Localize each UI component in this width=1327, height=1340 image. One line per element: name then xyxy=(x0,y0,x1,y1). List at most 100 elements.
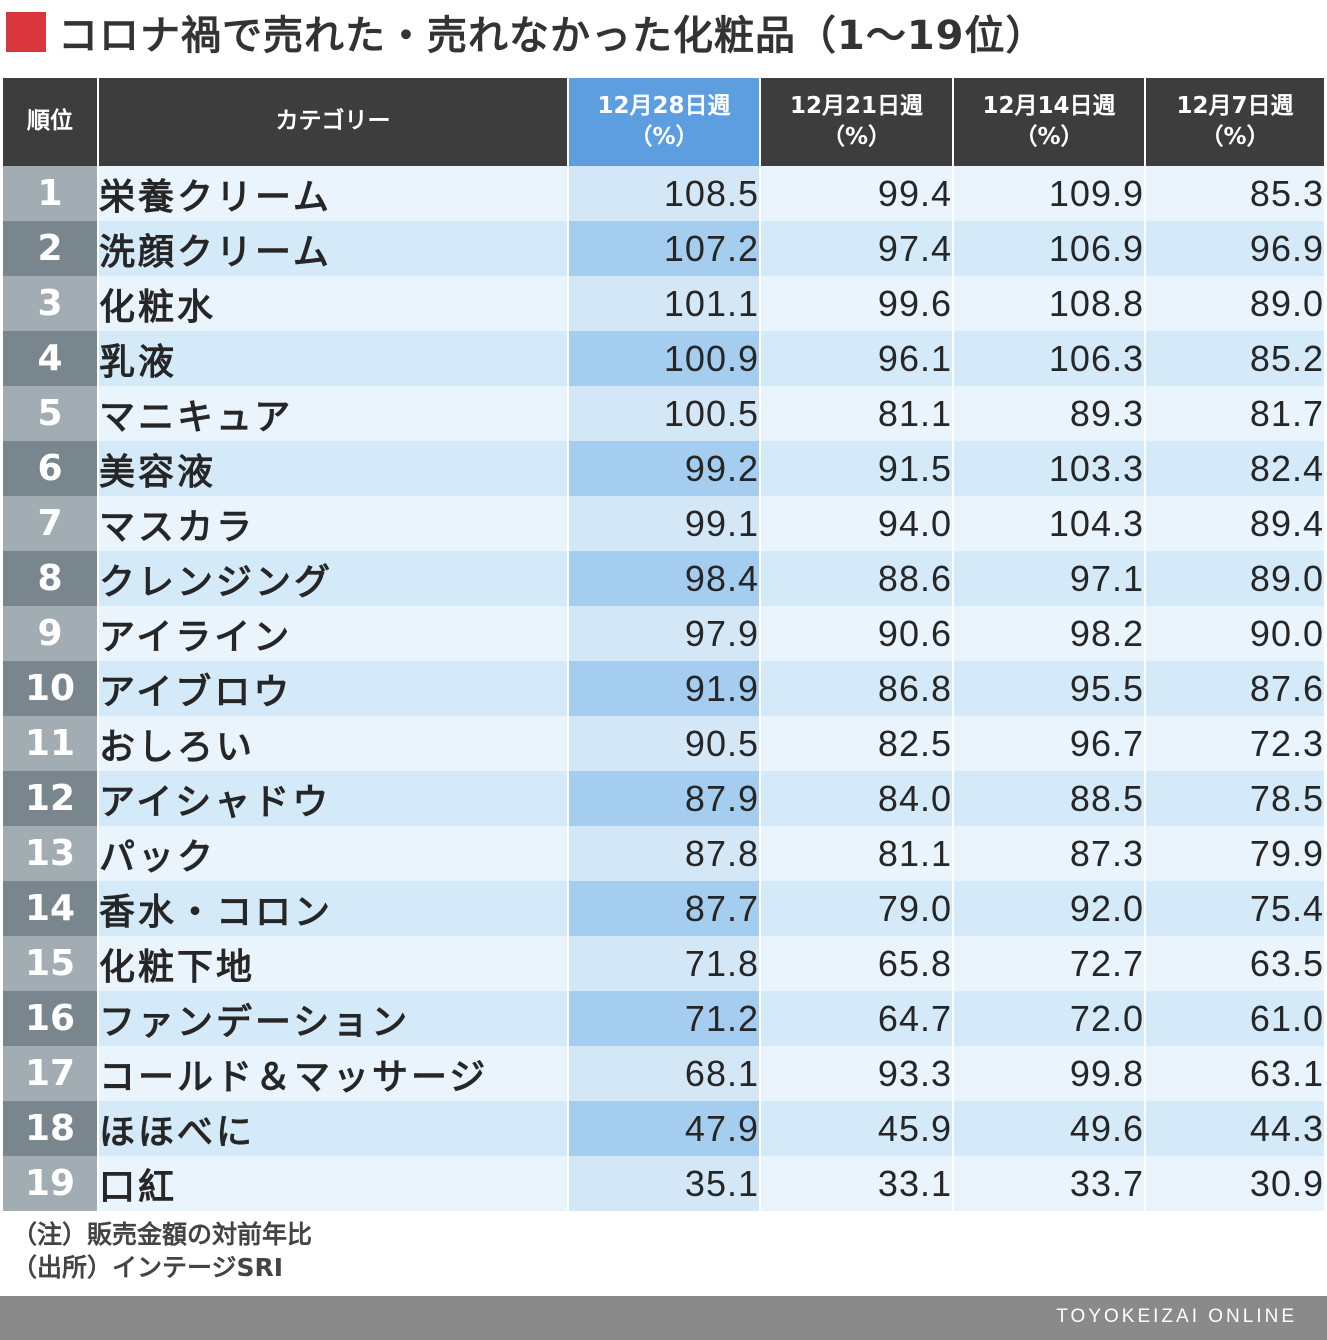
value-cell-week-2: 94.0 xyxy=(760,496,954,551)
table-row: 7 マスカラ 99.1 94.0 104.3 89.4 xyxy=(3,496,1324,551)
value-cell-week-4: 85.3 xyxy=(1145,166,1324,221)
category-cell: 香水・コロン xyxy=(98,881,569,936)
value-cell-week-1: 99.2 xyxy=(568,441,761,496)
table-row: 15 化粧下地 71.8 65.8 72.7 63.5 xyxy=(3,936,1324,991)
table-row: 5 マニキュア 100.5 81.1 89.3 81.7 xyxy=(3,386,1324,441)
rank-cell: 17 xyxy=(3,1046,99,1101)
value-cell-week-2: 93.3 xyxy=(760,1046,954,1101)
notes: （注）販売金額の対前年比 （出所）インテージSRI xyxy=(12,1218,312,1284)
rank-cell: 18 xyxy=(3,1101,99,1156)
value-cell-week-2: 45.9 xyxy=(760,1101,954,1156)
table-row: 3 化粧水 101.1 99.6 108.8 89.0 xyxy=(3,276,1324,331)
value-cell-week-3: 106.9 xyxy=(953,221,1146,276)
rank-cell: 2 xyxy=(3,221,99,276)
value-cell-week-3: 72.0 xyxy=(953,991,1146,1046)
table-row: 19 口紅 35.1 33.1 33.7 30.9 xyxy=(3,1156,1324,1211)
value-cell-week-1: 99.1 xyxy=(568,496,761,551)
value-cell-week-4: 89.4 xyxy=(1145,496,1324,551)
rank-cell: 12 xyxy=(3,771,99,826)
value-cell-week-4: 90.0 xyxy=(1145,606,1324,661)
value-cell-week-1: 35.1 xyxy=(568,1156,761,1211)
value-cell-week-2: 33.1 xyxy=(760,1156,954,1211)
value-cell-week-3: 109.9 xyxy=(953,166,1146,221)
brand-logo-text: TOYOKEIZAI ONLINE xyxy=(1056,1306,1297,1327)
category-cell: アイブロウ xyxy=(98,661,569,716)
value-cell-week-1: 71.2 xyxy=(568,991,761,1046)
value-cell-week-2: 79.0 xyxy=(760,881,954,936)
value-cell-week-2: 91.5 xyxy=(760,441,954,496)
rank-cell: 19 xyxy=(3,1156,99,1211)
value-cell-week-3: 92.0 xyxy=(953,881,1146,936)
value-cell-week-4: 72.3 xyxy=(1145,716,1324,771)
rank-cell: 13 xyxy=(3,826,99,881)
table-row: 14 香水・コロン 87.7 79.0 92.0 75.4 xyxy=(3,881,1324,936)
category-cell: 美容液 xyxy=(98,441,569,496)
rank-cell: 8 xyxy=(3,551,99,606)
category-cell: パック xyxy=(98,826,569,881)
value-cell-week-4: 85.2 xyxy=(1145,331,1324,386)
title-bar: コロナ禍で売れた・売れなかった化粧品（1～19位） xyxy=(6,4,1047,60)
value-cell-week-4: 63.1 xyxy=(1145,1046,1324,1101)
value-cell-week-3: 33.7 xyxy=(953,1156,1146,1211)
value-cell-week-3: 106.3 xyxy=(953,331,1146,386)
category-cell: おしろい xyxy=(98,716,569,771)
table-row: 18 ほほべに 47.9 45.9 49.6 44.3 xyxy=(3,1101,1324,1156)
value-cell-week-1: 97.9 xyxy=(568,606,761,661)
value-cell-week-1: 107.2 xyxy=(568,221,761,276)
value-cell-week-3: 89.3 xyxy=(953,386,1146,441)
value-cell-week-3: 97.1 xyxy=(953,551,1146,606)
value-cell-week-1: 87.7 xyxy=(568,881,761,936)
category-cell: ほほべに xyxy=(98,1101,569,1156)
value-cell-week-2: 82.5 xyxy=(760,716,954,771)
category-cell: 洗顔クリーム xyxy=(98,221,569,276)
value-cell-week-1: 68.1 xyxy=(568,1046,761,1101)
source-text: （出所）インテージSRI xyxy=(12,1253,284,1282)
table-row: 6 美容液 99.2 91.5 103.3 82.4 xyxy=(3,441,1324,496)
value-cell-week-3: 72.7 xyxy=(953,936,1146,991)
value-cell-week-3: 98.2 xyxy=(953,606,1146,661)
rank-cell: 1 xyxy=(3,166,99,221)
header-week-unit: （%） xyxy=(629,124,699,150)
value-cell-week-3: 88.5 xyxy=(953,771,1146,826)
header-week-label: 12月14日週 xyxy=(982,92,1116,119)
value-cell-week-4: 30.9 xyxy=(1145,1156,1324,1211)
value-cell-week-4: 61.0 xyxy=(1145,991,1324,1046)
rank-cell: 11 xyxy=(3,716,99,771)
value-cell-week-3: 104.3 xyxy=(953,496,1146,551)
value-cell-week-4: 81.7 xyxy=(1145,386,1324,441)
value-cell-week-4: 87.6 xyxy=(1145,661,1324,716)
value-cell-week-3: 108.8 xyxy=(953,276,1146,331)
value-cell-week-1: 47.9 xyxy=(568,1101,761,1156)
header-week-2: 12月21日週 （%） xyxy=(760,78,954,166)
header-rank: 順位 xyxy=(3,78,99,166)
rank-cell: 3 xyxy=(3,276,99,331)
value-cell-week-2: 96.1 xyxy=(760,331,954,386)
rank-cell: 7 xyxy=(3,496,99,551)
value-cell-week-1: 100.5 xyxy=(568,386,761,441)
note-text: （注）販売金額の対前年比 xyxy=(12,1220,313,1249)
value-cell-week-4: 44.3 xyxy=(1145,1101,1324,1156)
header-week-1: 12月28日週 （%） xyxy=(568,78,761,166)
value-cell-week-4: 89.0 xyxy=(1145,551,1324,606)
value-cell-week-4: 63.5 xyxy=(1145,936,1324,991)
rank-cell: 4 xyxy=(3,331,99,386)
category-cell: クレンジング xyxy=(98,551,569,606)
value-cell-week-2: 97.4 xyxy=(760,221,954,276)
table-row: 8 クレンジング 98.4 88.6 97.1 89.0 xyxy=(3,551,1324,606)
value-cell-week-3: 95.5 xyxy=(953,661,1146,716)
header-week-3: 12月14日週 （%） xyxy=(953,78,1146,166)
value-cell-week-1: 100.9 xyxy=(568,331,761,386)
value-cell-week-1: 91.9 xyxy=(568,661,761,716)
rank-cell: 6 xyxy=(3,441,99,496)
category-cell: アイライン xyxy=(98,606,569,661)
table-row: 12 アイシャドウ 87.9 84.0 88.5 78.5 xyxy=(3,771,1324,826)
rank-cell: 5 xyxy=(3,386,99,441)
value-cell-week-1: 98.4 xyxy=(568,551,761,606)
table-row: 2 洗顔クリーム 107.2 97.4 106.9 96.9 xyxy=(3,221,1324,276)
value-cell-week-4: 96.9 xyxy=(1145,221,1324,276)
table-body: 1 栄養クリーム 108.5 99.4 109.9 85.3 2 洗顔クリーム 107.2 97.… xyxy=(3,166,1324,1211)
value-cell-week-2: 90.6 xyxy=(760,606,954,661)
table-row: 13 パック 87.8 81.1 87.3 79.9 xyxy=(3,826,1324,881)
value-cell-week-4: 89.0 xyxy=(1145,276,1324,331)
rank-cell: 15 xyxy=(3,936,99,991)
